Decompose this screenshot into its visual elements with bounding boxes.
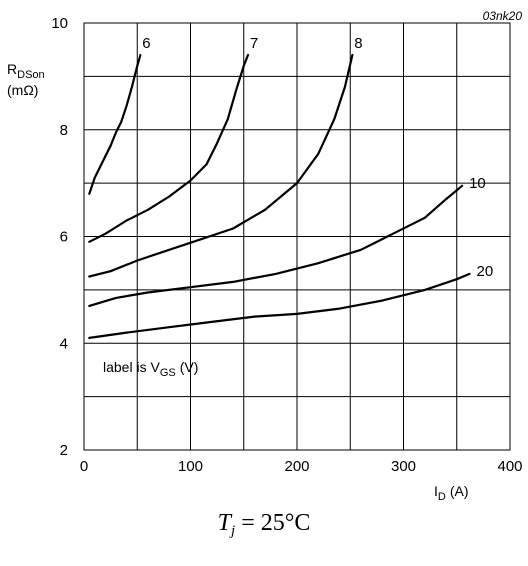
caption-var: T (217, 510, 232, 536)
x-tick-label: 400 (497, 458, 522, 475)
vgs-annotation-suffix: (V) (180, 359, 199, 375)
y-tick-label: 10 (51, 15, 68, 32)
x-tick-label: 100 (178, 458, 203, 475)
y-tick-label: 2 (60, 442, 68, 459)
x-tick-label: 0 (80, 458, 88, 475)
curve-label-10: 10 (469, 175, 486, 192)
curves (88, 53, 471, 339)
figure-id: 03nk20 (483, 9, 523, 23)
y-tick-label: 6 (60, 229, 68, 246)
y-tick-label: 4 (60, 335, 68, 352)
curve-label-6: 6 (142, 35, 150, 52)
x-tick-label: 300 (391, 458, 416, 475)
x-tick-label: 200 (284, 458, 309, 475)
vgs-annotation-sub: GS (160, 367, 176, 379)
y-tick-labels: 2 4 6 8 10 (51, 15, 68, 459)
y-axis-unit: (mΩ) (7, 82, 38, 98)
plot-frame (83, 22, 511, 451)
y-tick-label: 8 (60, 122, 68, 139)
curve-vgs-6 (88, 53, 142, 195)
vgs-annotation: label is VGS (V) (103, 359, 198, 379)
grid (84, 23, 510, 450)
curve-vgs-8 (88, 53, 354, 278)
x-axis-title-main: I (434, 483, 438, 499)
curve-vgs-20 (88, 272, 471, 339)
curve-labels: 6 7 8 10 20 (142, 35, 493, 280)
y-axis-title-main: R (7, 61, 17, 77)
caption-sub: j (231, 523, 236, 539)
x-tick-labels: 0 100 200 300 400 (80, 458, 523, 475)
x-axis-title-unit: (A) (450, 483, 469, 499)
curve-label-7: 7 (250, 35, 258, 52)
y-axis-title-sub: DSon (17, 69, 45, 81)
curve-vgs-10 (88, 184, 464, 307)
x-axis-title-sub: D (438, 491, 446, 503)
curve-vgs-7 (88, 53, 250, 243)
x-axis-title: ID (A) (434, 483, 469, 503)
y-axis-title: RDSon (7, 61, 45, 81)
vgs-annotation-prefix: label is V (103, 359, 160, 375)
curve-label-20: 20 (477, 263, 494, 280)
curve-label-8: 8 (354, 35, 362, 52)
caption-rest: = 25°C (241, 510, 311, 536)
temperature-caption: Tj = 25°C (0, 510, 528, 540)
